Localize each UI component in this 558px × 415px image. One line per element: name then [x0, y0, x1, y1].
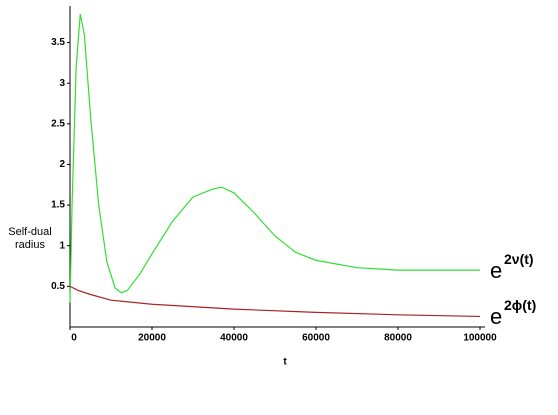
x-tick-label: 60000: [302, 333, 330, 344]
x-tick-label: 40000: [220, 333, 248, 344]
y-tick-label: 3.5: [51, 37, 65, 48]
x-tick-label: 0: [71, 333, 77, 344]
x-tick-label: 20000: [138, 333, 166, 344]
series-label: e: [490, 304, 502, 329]
line: [69, 285, 481, 318]
y-tick-label: 2.5: [51, 118, 65, 129]
y-tick-label: 2: [59, 159, 65, 170]
x-axis-label: t: [283, 357, 287, 368]
series-label-superscript: 2ϕ(t): [504, 297, 536, 313]
series-label-superscript: 2ν(t): [504, 251, 534, 267]
y-tick-label: 1.5: [51, 200, 65, 211]
x-tick-label: 80000: [384, 333, 412, 344]
y-tick-label: 3: [59, 78, 65, 89]
y-tick-label: 0.5: [51, 281, 65, 292]
y-axis-label: Self-dual radius: [8, 226, 51, 251]
series-label: e: [490, 258, 502, 283]
line: [69, 14, 480, 303]
y-tick-label: 1: [59, 240, 65, 251]
x-tick-label: 100000: [463, 333, 497, 344]
